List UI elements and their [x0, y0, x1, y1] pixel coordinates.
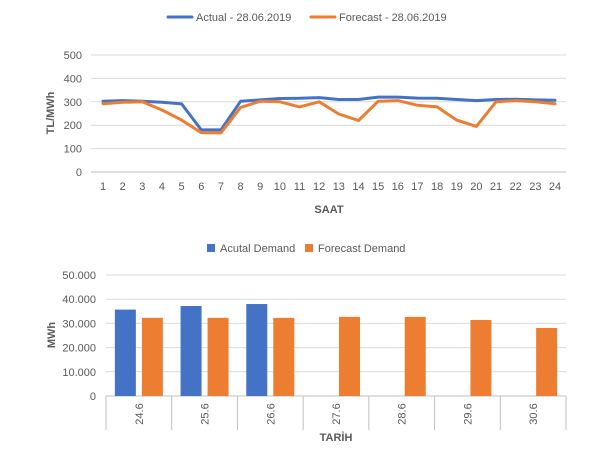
- x-tick-label: 17: [411, 181, 423, 193]
- y-tick-label: 10.000: [62, 367, 96, 379]
- legend-swatch: [207, 244, 215, 252]
- y-tick-label: 200: [64, 120, 82, 132]
- bar-actual-demand: [114, 309, 136, 396]
- x-tick-label: 15: [372, 181, 384, 193]
- x-tick-label: 29.6: [462, 403, 474, 424]
- x-tick-label: 12: [313, 181, 325, 193]
- x-tick-label: 7: [218, 181, 224, 193]
- x-tick-label: 13: [333, 181, 345, 193]
- bar-forecast-demand: [141, 317, 163, 396]
- x-tick-label: 8: [238, 181, 244, 193]
- x-tick-label: 28.6: [397, 403, 409, 424]
- x-tick-label: 6: [198, 181, 204, 193]
- x-tick-label: 27.6: [331, 403, 343, 424]
- y-axis-title: MWh: [46, 322, 58, 349]
- legend-label: Forecast - 28.06.2019: [339, 12, 447, 24]
- x-axis-title: SAAT: [314, 204, 343, 216]
- x-tick-label: 5: [179, 181, 185, 193]
- bar-forecast-demand: [536, 327, 558, 396]
- y-tick-label: 300: [64, 97, 82, 109]
- bar-actual-demand: [246, 304, 268, 396]
- series-line-actual: [101, 95, 557, 132]
- x-tick-label: 25.6: [200, 403, 212, 424]
- bar-forecast-demand: [273, 317, 295, 396]
- x-tick-label: 22: [510, 181, 522, 193]
- legend-label: Forecast Demand: [318, 243, 405, 255]
- x-tick-label: 2: [120, 181, 126, 193]
- bar-actual-demand: [180, 305, 202, 396]
- x-tick-label: 11: [294, 181, 305, 193]
- x-tick-label: 3: [139, 181, 145, 193]
- x-tick-label: 24: [549, 181, 561, 193]
- x-tick-label: 26.6: [265, 403, 277, 424]
- x-tick-label: 18: [431, 181, 443, 193]
- x-axis-title: TARİH: [320, 431, 353, 444]
- x-tick-label: 24.6: [134, 403, 146, 424]
- x-tick-label: 20: [470, 181, 482, 193]
- x-tick-label: 16: [392, 181, 404, 193]
- x-tick-label: 23: [529, 181, 541, 193]
- x-tick-label: 9: [257, 181, 263, 193]
- y-tick-label: 40.000: [62, 294, 96, 306]
- bar-forecast-demand: [339, 316, 360, 396]
- bar-forecast-demand: [207, 317, 229, 396]
- x-tick-label: 4: [159, 181, 165, 193]
- legend-label: Actual - 28.06.2019: [196, 12, 291, 24]
- daily-demand-bar-chart: 0 10.000 20.000 30.000 40.000 50.000 24.6 25.6 2…: [46, 243, 567, 444]
- bar-forecast-demand: [470, 320, 492, 396]
- bar-forecast-demand: [404, 316, 426, 396]
- y-tick-label: 100: [64, 144, 82, 156]
- y-axis-title: TL/MWh: [45, 91, 57, 134]
- legend-swatch: [305, 244, 313, 252]
- x-tick-label: 30.6: [528, 403, 540, 424]
- y-tick-label: 20.000: [62, 343, 96, 355]
- y-tick-label: 0: [90, 391, 96, 403]
- x-tick-label: 14: [352, 181, 364, 193]
- y-tick-label: 50.000: [62, 270, 96, 282]
- y-tick-label: 30.000: [62, 318, 96, 330]
- series-line-forecast: [101, 99, 557, 135]
- y-tick-label: 400: [64, 73, 82, 85]
- x-tick-label: 10: [274, 181, 286, 193]
- legend-label: Acutal Demand: [220, 243, 295, 255]
- x-tick-label: 19: [451, 181, 463, 193]
- y-tick-label: 0: [76, 167, 82, 179]
- x-tick-label: 1: [100, 181, 106, 193]
- y-tick-label: 500: [64, 50, 82, 62]
- x-tick-label: 21: [490, 181, 502, 193]
